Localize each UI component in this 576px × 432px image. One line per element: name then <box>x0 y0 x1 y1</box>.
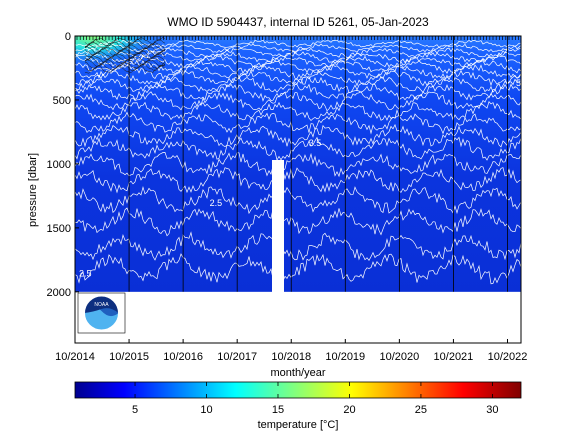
isotherm-line <box>75 83 521 102</box>
colorbar-tick-label: 10 <box>200 404 212 416</box>
x-tick-label: 10/2019 <box>325 351 365 363</box>
y-tick-label: 2000 <box>47 287 71 299</box>
isotherm-line <box>75 231 521 262</box>
isotherm-line <box>75 101 521 122</box>
colorbar-tick-label: 30 <box>486 404 498 416</box>
isotherm-line <box>75 186 521 215</box>
profile-stations <box>76 36 519 40</box>
y-axis-label: pressure [dbar] <box>27 153 39 227</box>
isotherm-line <box>75 253 521 285</box>
isotherm-line <box>75 111 521 135</box>
x-tick-label: 10/2015 <box>109 351 149 363</box>
colorbar-ticks: 5 10 15 20 25 30 <box>132 382 499 416</box>
no-data-region <box>75 291 521 343</box>
x-tick-label: 10/2017 <box>217 351 257 363</box>
x-axis-label: month/year <box>270 367 325 379</box>
noaa-logo: NOAA <box>77 292 126 334</box>
isotherm-line <box>75 136 521 161</box>
isotherm-line <box>75 91 521 112</box>
isotherm-line <box>75 123 521 148</box>
isotherm-line <box>75 51 521 64</box>
isotherm-line <box>75 207 521 237</box>
y-tick-label: 1500 <box>47 223 71 235</box>
isotherm-line <box>75 69 521 87</box>
colorbar-tick-label: 5 <box>132 404 138 416</box>
x-tick-label: 10/2016 <box>163 351 203 363</box>
isotherm-line <box>75 54 521 68</box>
x-tick-label: 10/2014 <box>55 351 95 363</box>
surface-contour-line <box>84 65 166 74</box>
colorbar-tick-label: 15 <box>272 404 284 416</box>
colorbar-label: temperature [°C] <box>258 419 339 431</box>
colorbar <box>74 381 522 399</box>
contour-label: 2.5 <box>79 268 92 278</box>
surface-contour-line <box>84 63 166 72</box>
y-tick-label: 1000 <box>47 159 71 171</box>
plot-area: 2.5 2.5 3.5 5.5 <box>75 36 529 343</box>
contour-label: 5.5 <box>516 78 529 88</box>
x-axis: 10/2014 10/2015 10/2016 10/2017 10/2018 10/20… <box>55 339 527 363</box>
data-gap <box>272 160 284 293</box>
y-tick-label: 500 <box>53 95 71 107</box>
isotherm-line <box>75 167 521 194</box>
surface-contour-line <box>84 39 166 48</box>
plot-frame <box>74 35 522 344</box>
x-tick-label: 10/2018 <box>271 351 311 363</box>
surface-contour-line <box>84 50 166 59</box>
contour-label: 2.5 <box>210 198 223 208</box>
contour-label: 3.5 <box>309 138 322 148</box>
surface-contour-line <box>84 47 166 56</box>
svg-text:NOAA: NOAA <box>94 302 109 308</box>
x-tick-label: 10/2020 <box>379 351 419 363</box>
chart-title: WMO ID 5904437, internal ID 5261, 05-Jan… <box>167 15 429 29</box>
y-axis: 0 500 1000 1500 2000 <box>47 31 79 299</box>
colorbar-tick-label: 20 <box>343 404 355 416</box>
x-tick-label: 10/2022 <box>488 351 528 363</box>
isotherm-line <box>75 75 521 94</box>
x-tick-label: 10/2021 <box>434 351 474 363</box>
contour-lines <box>75 36 521 285</box>
isotherm-line <box>75 152 521 178</box>
isotherm-line <box>75 59 521 75</box>
contour-labels: 2.5 2.5 3.5 5.5 <box>79 78 529 279</box>
colorbar-tick-label: 25 <box>415 404 427 416</box>
surface-contour-line <box>84 54 166 63</box>
y-tick-label: 0 <box>65 31 71 43</box>
